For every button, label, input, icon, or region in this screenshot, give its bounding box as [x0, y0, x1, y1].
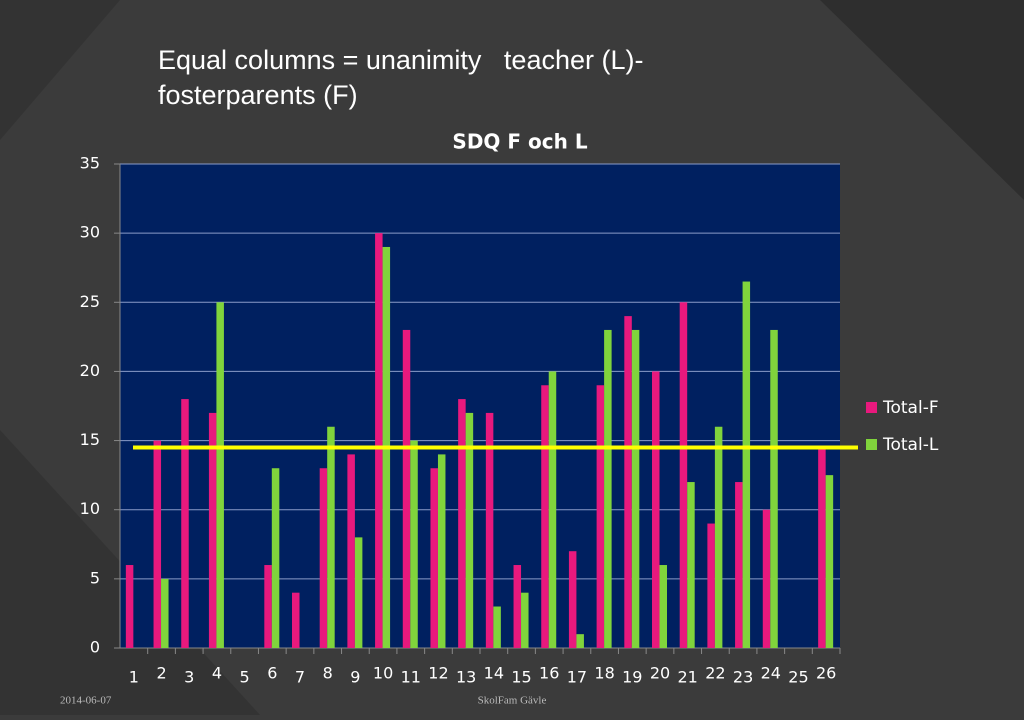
- bar: [319, 468, 328, 648]
- bar: [631, 329, 640, 648]
- x-tick-label: 9: [350, 668, 360, 687]
- x-tick-label: 16: [539, 664, 559, 683]
- bar: [208, 412, 217, 648]
- bar: [596, 385, 605, 648]
- bar: [679, 302, 688, 648]
- y-tick-label: 5: [90, 568, 100, 587]
- bar: [125, 565, 134, 648]
- bar: [354, 537, 363, 648]
- bar: [264, 565, 272, 648]
- bar: [687, 482, 695, 648]
- bar: [770, 329, 778, 648]
- x-tick-label: 18: [594, 664, 614, 683]
- bar: [735, 482, 743, 648]
- x-tick-label: 25: [788, 668, 808, 687]
- x-tick-label: 15: [511, 668, 531, 687]
- x-tick-label: 4: [212, 664, 222, 683]
- x-tick-label: 23: [733, 668, 753, 687]
- bar: [818, 447, 826, 648]
- bar: [714, 426, 723, 648]
- x-tick-label: 14: [484, 664, 504, 683]
- x-tick-label: 6: [267, 664, 277, 683]
- x-tick-label: 12: [428, 664, 448, 683]
- legend-label: Total-L: [882, 435, 939, 455]
- x-tick-label: 22: [705, 664, 725, 683]
- x-tick-label: 8: [323, 664, 333, 683]
- x-tick-label: 5: [240, 668, 250, 687]
- bar: [493, 606, 501, 648]
- heading-line: Equal columns = unanimity teacher (L)-: [158, 45, 643, 75]
- heading-line: fosterparents (F): [158, 80, 358, 110]
- bar: [430, 468, 438, 648]
- bar: [327, 426, 335, 648]
- bg-stripe: [820, 0, 1024, 200]
- x-tick-label: 7: [295, 668, 305, 687]
- footer-org: SkolFam Gävle: [478, 695, 547, 707]
- y-tick-label: 25: [80, 292, 100, 311]
- bar: [541, 385, 549, 648]
- bar: [548, 371, 557, 648]
- bar: [485, 412, 494, 648]
- y-tick-label: 10: [80, 499, 100, 518]
- bar: [707, 523, 715, 648]
- x-tick-label: 2: [156, 664, 166, 683]
- bar: [292, 592, 300, 648]
- bar: [458, 399, 466, 648]
- x-tick-label: 17: [567, 668, 587, 687]
- footer-date: 2014-06-07: [60, 695, 112, 707]
- bar: [604, 329, 612, 648]
- x-tick-label: 26: [816, 664, 836, 683]
- y-tick-label: 35: [80, 154, 100, 173]
- x-tick-label: 3: [184, 668, 194, 687]
- x-tick-label: 20: [650, 664, 670, 683]
- bg-stripe: [0, 0, 120, 140]
- bar: [521, 592, 529, 648]
- x-tick-label: 10: [373, 664, 393, 683]
- bar: [375, 233, 383, 648]
- y-tick-label: 15: [80, 430, 100, 449]
- y-tick-label: 20: [80, 361, 100, 380]
- x-tick-label: 24: [761, 664, 781, 683]
- bar: [652, 371, 660, 648]
- bar: [659, 565, 667, 648]
- bar: [347, 454, 355, 648]
- x-tick-label: 19: [622, 668, 642, 687]
- y-tick-label: 30: [80, 223, 100, 242]
- bar: [624, 316, 632, 648]
- legend-swatch: [866, 439, 877, 450]
- bar: [402, 329, 411, 648]
- chart-title: SDQ F och L: [452, 130, 587, 154]
- bar: [576, 634, 584, 648]
- bar: [181, 399, 189, 648]
- bar: [513, 565, 522, 648]
- bar: [410, 440, 418, 648]
- bar: [825, 475, 834, 648]
- bar: [153, 440, 162, 648]
- y-tick-label: 0: [90, 638, 100, 657]
- legend-swatch: [866, 402, 877, 413]
- legend-label: Total-F: [882, 398, 939, 418]
- bar: [568, 551, 577, 648]
- bar: [742, 281, 751, 648]
- bar: [437, 454, 446, 648]
- plot-area: [120, 164, 840, 648]
- x-tick-label: 13: [456, 668, 476, 687]
- bar: [216, 302, 224, 648]
- x-tick-label: 11: [401, 668, 421, 687]
- bar: [762, 509, 771, 648]
- bar: [271, 468, 280, 648]
- x-tick-label: 1: [129, 668, 139, 687]
- bar: [161, 578, 169, 648]
- bar: [465, 412, 474, 648]
- x-tick-label: 21: [678, 668, 698, 687]
